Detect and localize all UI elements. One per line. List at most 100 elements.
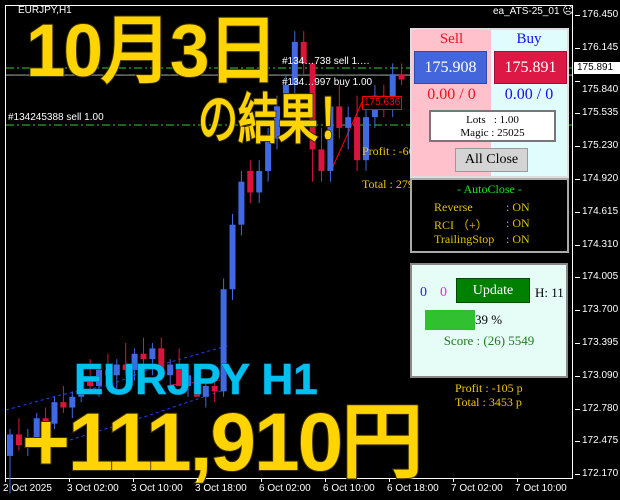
symbol-label: EURJPY,H1 [18, 5, 72, 16]
price-label: 174.005 [582, 271, 619, 283]
profit-amount: +111,910円 [21, 397, 424, 488]
price-label: 176.450 [582, 9, 619, 20]
candle-body [176, 364, 183, 387]
autoclose-label: RCI （+） [434, 218, 488, 232]
candle-body [7, 434, 13, 456]
time-label: 6 Oct 10:00 [323, 483, 375, 494]
progress-fill [425, 310, 475, 330]
time-tick [197, 478, 198, 482]
trend-line [69, 387, 231, 441]
candle-body [345, 117, 352, 128]
time-tick [5, 478, 6, 482]
lots-box: Lots : 1.00 Magic : 25025 [429, 110, 556, 142]
price-tick [575, 343, 580, 344]
candle-body [256, 170, 263, 193]
candle-body [96, 369, 102, 387]
price-tick [575, 474, 580, 476]
time-label: 7 Oct 02:00 [451, 483, 503, 494]
buy-label: Buy [516, 31, 542, 47]
count-blue: 0 [420, 285, 427, 300]
candle-body [24, 439, 31, 446]
candle-body [122, 364, 129, 370]
date-title: 10月3日 [25, 9, 279, 92]
candle-body [104, 369, 111, 376]
price-tick [575, 244, 580, 246]
candle-body [211, 386, 218, 392]
candle-body [185, 375, 191, 387]
time-tick [133, 478, 134, 482]
autoclose-value: : ON [506, 216, 530, 230]
price-label: 173.395 [582, 337, 619, 348]
price-label: 174.615 [582, 205, 619, 217]
price-tick [575, 375, 580, 377]
candle-body [274, 106, 280, 139]
sad-face-icon: ☹ [562, 5, 574, 17]
price-label: 173.090 [582, 369, 619, 381]
candle-body [158, 348, 165, 376]
order-label: #134245388 sell 1.00 [8, 112, 104, 123]
ea-name: ea_ATS-25_01 ☹ [493, 5, 574, 18]
time-label: 7 Oct 10:00 [515, 483, 567, 494]
candle-body [238, 181, 245, 225]
candle-body [220, 289, 227, 392]
price-label: 175.535 [582, 107, 619, 119]
candle-body [60, 402, 67, 408]
time-label: 3 Oct 10:00 [131, 483, 183, 494]
candle-body [300, 41, 307, 64]
candle-body [33, 418, 40, 440]
price-label: 172.780 [582, 402, 619, 414]
update-button[interactable]: Update [456, 278, 530, 303]
candle-body [78, 380, 85, 397]
total-lower: Total : 3453 p [455, 395, 522, 409]
candle-body [291, 41, 298, 85]
candle-body [363, 117, 369, 161]
price-label: 175.840 [582, 83, 619, 95]
price-tick [575, 47, 580, 49]
candle-body [398, 74, 405, 80]
candle-body [265, 138, 272, 171]
autoclose-label: TrailingStop [434, 232, 495, 246]
candle-body [51, 402, 58, 424]
time-tick [325, 478, 326, 482]
price-tick [575, 146, 580, 148]
sell-button[interactable]: 175.908 [414, 51, 487, 84]
score-text: Score : (26) 5549 [443, 333, 535, 348]
all-close-button[interactable]: All Close [455, 148, 528, 172]
pair-title: EURJPY H1 [74, 355, 319, 404]
autoclose-panel: - AutoClose - Reverse: ON RCI （+）: ON Trai… [410, 178, 569, 253]
time-label: 3 Oct 02:00 [67, 483, 119, 494]
sell-pl: 0.00 / 0 [427, 86, 476, 103]
price-label: 172.475 [582, 435, 619, 447]
buy-pl: 0.00 / 0 [504, 86, 554, 103]
candle-body [336, 106, 343, 128]
candle-body [42, 418, 49, 424]
time-tick [389, 478, 390, 482]
chart-area[interactable] [5, 5, 573, 479]
progress-bar [425, 310, 475, 330]
candle-body [113, 364, 120, 376]
score-panel: 0 0 Update H: 11 39 % Score : (26) 5549 [410, 263, 568, 378]
result-title: の結果！ [197, 90, 358, 150]
price-label: 176.145 [582, 41, 619, 53]
lots-value: Lots : 1.00 [466, 114, 519, 126]
current-price-tag: 175.891 [574, 62, 620, 74]
buy-button[interactable]: 175.891 [494, 51, 567, 84]
candle-body [87, 380, 94, 387]
candle-body [167, 364, 174, 376]
h-label: H: 11 [535, 285, 564, 300]
price-tick [575, 113, 580, 115]
candle-body [309, 63, 316, 150]
candle-body [318, 149, 325, 171]
price-tick [575, 277, 580, 279]
time-label: 6 Oct 18:00 [387, 483, 439, 494]
price-label: 172.170 [582, 468, 619, 480]
time-label: 6 Oct 02:00 [259, 483, 311, 494]
price-marker: 175.636 [362, 96, 403, 110]
candle-body [140, 353, 147, 360]
price-tick [575, 80, 580, 82]
candle-body [247, 170, 254, 193]
ea-name-text: ea_ATS-25_01 [493, 6, 560, 17]
candle-body [149, 348, 156, 360]
price-label: 174.920 [582, 173, 619, 184]
